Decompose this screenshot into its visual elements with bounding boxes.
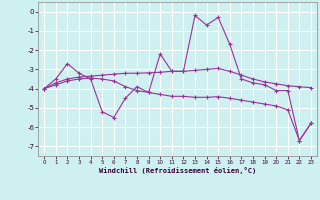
X-axis label: Windchill (Refroidissement éolien,°C): Windchill (Refroidissement éolien,°C) (99, 167, 256, 174)
